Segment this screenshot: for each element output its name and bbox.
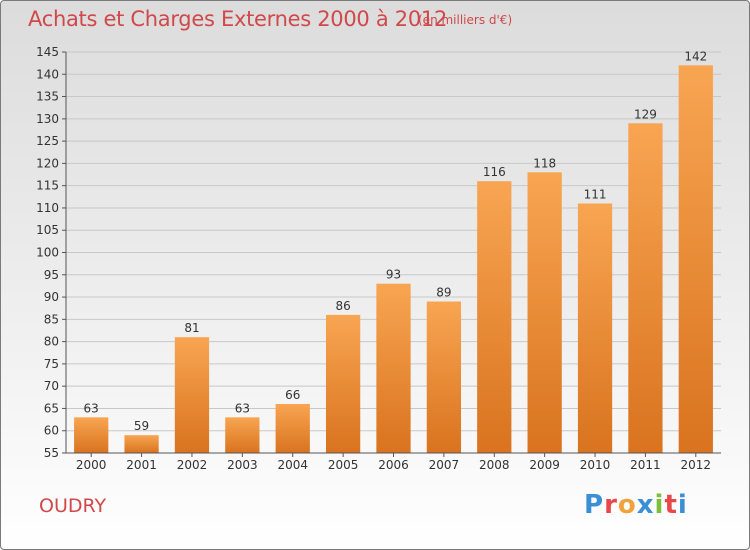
y-tick-label: 55 [44,446,59,460]
logo-letter: r [604,490,618,520]
proxiti-logo: Proxiti [584,490,688,520]
y-tick-label: 70 [44,379,59,393]
bar-2007 [426,301,462,453]
x-tick-label: 2002 [177,458,208,472]
x-tick-label: 2003 [227,458,258,472]
data-label-2001: 59 [134,419,149,433]
data-label-2002: 81 [184,321,199,335]
y-axis-ticks: 55 60 65 70 75 80 85 90 95 100 105 110 115 120 125 130 1… [36,45,66,460]
bar-2006 [376,283,411,453]
bars [74,65,713,454]
bar-2009 [527,172,562,454]
x-tick-label: 2000 [76,458,107,472]
bar-2012 [678,65,713,453]
bar-2003 [225,417,260,453]
x-tick-label: 2011 [630,458,661,472]
y-tick-label: 120 [36,156,59,170]
y-tick-label: 140 [36,67,59,81]
logo-letter: o [617,490,637,520]
y-tick-label: 60 [44,424,59,438]
y-tick-label: 130 [36,112,59,126]
logo-letter: i [677,490,688,520]
x-tick-label: 2008 [479,458,510,472]
data-label-2000: 63 [84,401,99,415]
y-tick-label: 75 [44,357,59,371]
bar-2004 [275,403,310,453]
bar-2002 [174,337,210,453]
data-label-2012: 142 [684,49,707,63]
x-tick-label: 2004 [277,458,308,472]
x-tick-label: 2010 [580,458,611,472]
x-tick-label: 2009 [529,458,560,472]
town-name: OUDRY [39,495,107,517]
chart-subtitle: (en milliers d'€) [418,13,513,27]
data-label-2003: 63 [235,401,250,415]
y-tick-label: 110 [36,201,59,215]
y-tick-label: 105 [36,223,59,237]
x-tick-label: 2007 [429,458,460,472]
y-tick-label: 95 [44,268,59,282]
y-tick-label: 135 [36,90,59,104]
logo-letter: t [664,490,678,520]
bar-2010 [577,203,613,453]
logo-letter: i [654,490,665,520]
y-tick-label: 80 [44,335,59,349]
y-tick-label: 125 [36,134,59,148]
x-tick-label: 2012 [681,458,712,472]
data-label-2010: 111 [584,187,607,201]
bar-2005 [325,314,361,453]
bar-2008 [477,181,512,453]
y-tick-label: 100 [36,246,59,260]
bar-2011 [628,123,663,454]
y-tick-label: 115 [36,179,59,193]
logo-letter: P [584,490,605,520]
data-label-2011: 129 [634,107,657,121]
bar-2001 [124,435,159,453]
logo-letter: x [636,490,655,520]
data-label-2009: 118 [533,156,556,170]
y-tick-label: 85 [44,312,59,326]
data-labels: 63 59 81 63 66 86 93 89 116 118 111 129 142 [84,49,708,433]
y-tick-label: 145 [36,45,59,59]
x-tick-label: 2005 [328,458,359,472]
x-tick-label: 2001 [126,458,157,472]
data-label-2006: 93 [386,268,401,282]
bar-2000 [74,417,109,453]
data-label-2007: 89 [436,286,451,300]
data-label-2004: 66 [285,388,300,402]
y-tick-label: 90 [44,290,59,304]
x-axis-ticks: 2000 2001 2002 2003 2004 2005 2006 2007 2008 2009… [76,453,711,472]
y-tick-label: 65 [44,401,59,415]
data-label-2005: 86 [335,299,350,313]
data-label-2008: 116 [483,165,506,179]
x-tick-label: 2006 [378,458,409,472]
chart-title: Achats et Charges Externes 2000 à 2012 [28,7,448,31]
